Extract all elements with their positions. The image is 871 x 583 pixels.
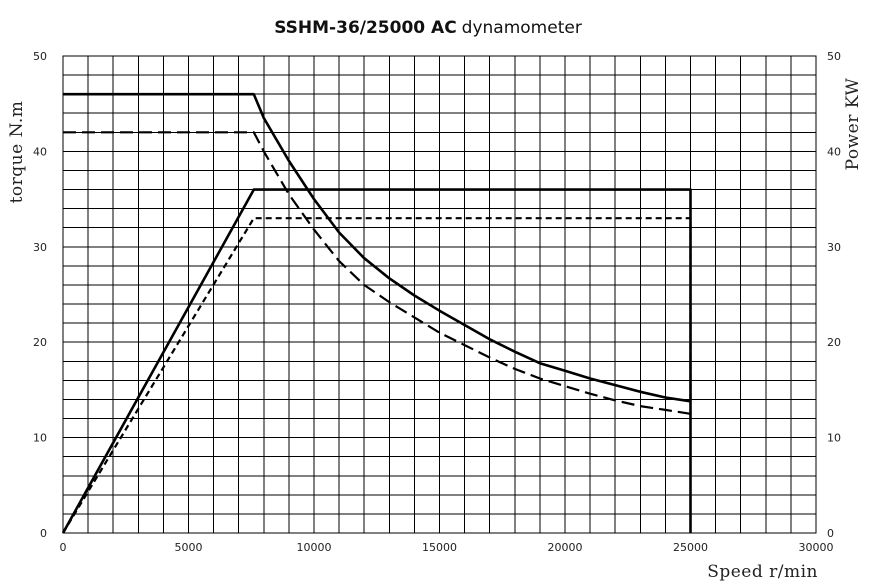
series-line-1	[63, 92, 691, 403]
plot-frame	[62, 55, 817, 534]
y-right-tick-label: 30	[827, 241, 841, 254]
y-right-tick-label: 20	[827, 336, 841, 349]
chart-title-bold: SSHM-36/25000 AC	[274, 18, 456, 38]
y-left-tick-label: 10	[33, 432, 47, 445]
series-line-3	[61, 188, 692, 534]
y-left-tick-labels: 0 10 20 30 40 50	[33, 50, 47, 540]
x-tick-label: 10000	[297, 541, 332, 554]
x-tick-label: 0	[60, 541, 67, 554]
x-tick-label: 5000	[175, 541, 203, 554]
x-tick-label: 25000	[673, 541, 708, 554]
y-right-tick-label: 0	[827, 527, 834, 540]
y-axis-left-label: torque N.m	[7, 101, 27, 204]
x-tick-labels: 0 5000 10000 15000 20000 25000 30000	[60, 541, 834, 554]
y-right-tick-label: 10	[827, 432, 841, 445]
y-left-tick-label: 50	[33, 50, 47, 63]
y-left-tick-label: 30	[33, 241, 47, 254]
x-tick-label: 30000	[799, 541, 834, 554]
grid	[63, 56, 816, 533]
x-axis-label: Speed r/min	[707, 562, 818, 582]
y-axis-right-label: Power KW	[843, 78, 863, 171]
x-tick-label: 15000	[422, 541, 457, 554]
x-tick-label: 20000	[548, 541, 583, 554]
y-left-tick-label: 40	[33, 145, 47, 158]
series-group	[61, 92, 692, 534]
y-right-tick-labels: 0 10 20 30 40 50	[827, 50, 841, 540]
chart-title-normal: dynamometer	[462, 18, 582, 38]
y-right-tick-label: 40	[827, 145, 841, 158]
y-left-tick-label: 20	[33, 336, 47, 349]
series-line-2	[63, 131, 691, 415]
y-left-tick-label: 0	[40, 527, 47, 540]
chart-title: SSHM-36/25000 AC dynamometer	[274, 18, 582, 38]
y-right-tick-label: 50	[827, 50, 841, 63]
series-line-4	[62, 217, 692, 534]
